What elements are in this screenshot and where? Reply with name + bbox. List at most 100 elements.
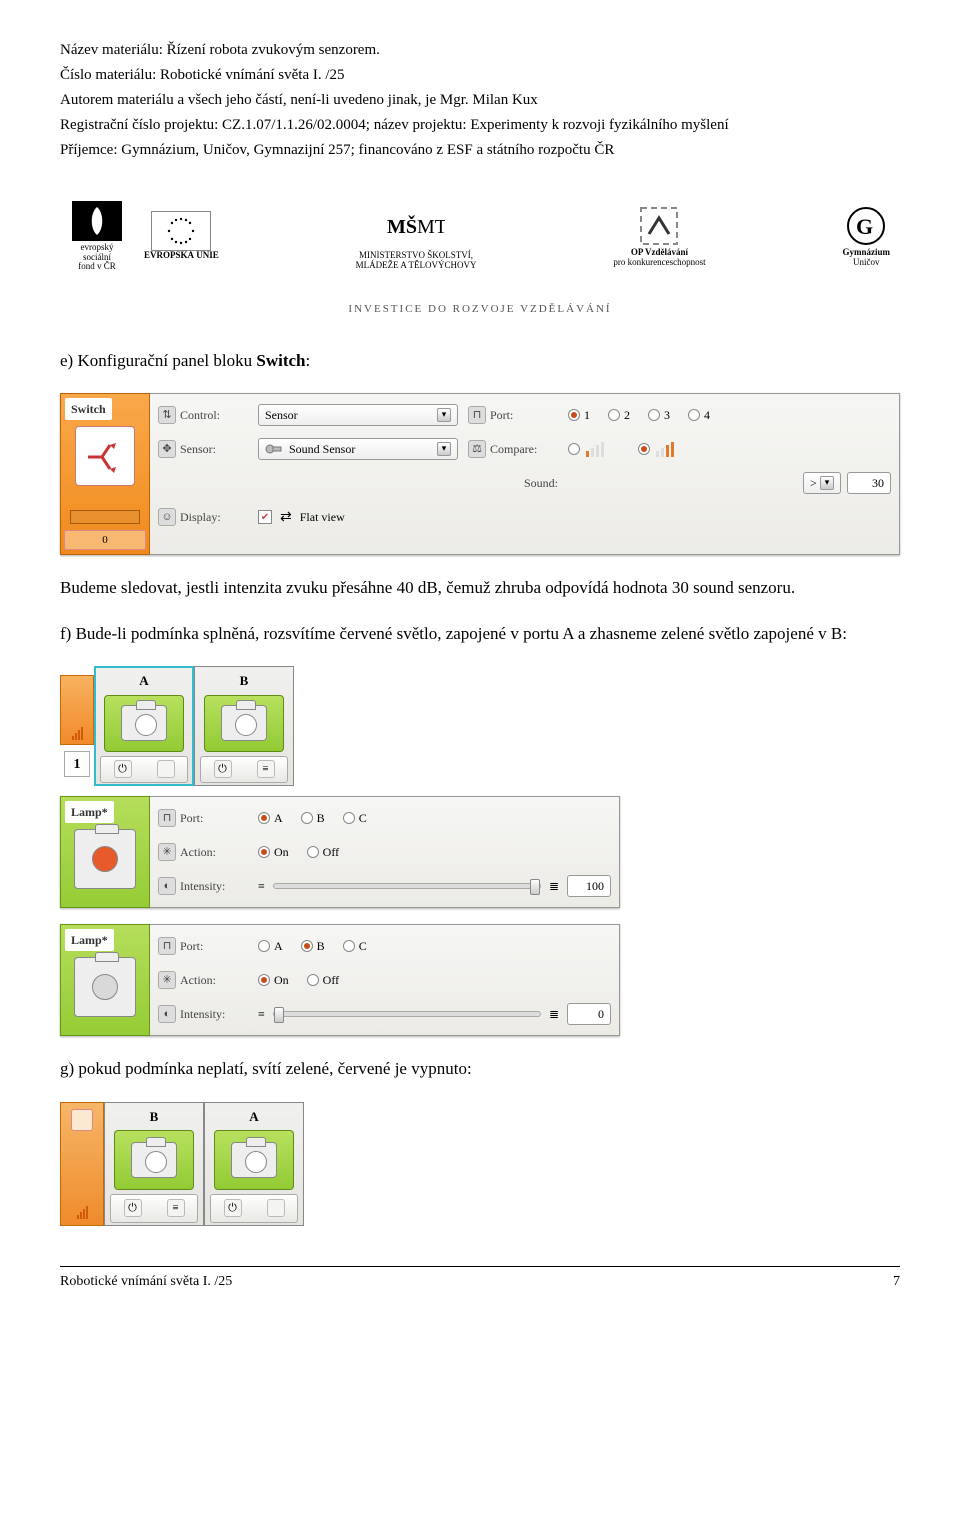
- sound-value-input[interactable]: 30: [847, 472, 891, 494]
- gym-text-2: Uničov: [853, 258, 880, 268]
- lamp-config-panel-1: Lamp* ⊓Port: A B C ✳Action: On Off ◐Inte…: [60, 796, 620, 908]
- intensity-low-icon: ≡: [258, 877, 265, 895]
- port-radio-3[interactable]: 3: [648, 406, 670, 424]
- power-icon: ⏻: [214, 760, 232, 778]
- port-label: ⊓Port:: [468, 406, 558, 424]
- svg-text:MT: MT: [417, 216, 445, 238]
- compare-left[interactable]: [568, 441, 608, 457]
- block-bottom-icons: ⏻: [100, 756, 188, 783]
- switch-icon: [75, 426, 135, 486]
- program-block-a[interactable]: A ⏻: [94, 666, 194, 786]
- lamp1-action-off[interactable]: Off: [307, 843, 339, 861]
- bars-low-icon: [584, 441, 608, 457]
- port-radio-4[interactable]: 4: [688, 406, 710, 424]
- lamp2-intensity-slider[interactable]: [273, 1011, 541, 1017]
- display-checkbox[interactable]: ✔: [258, 510, 272, 524]
- lamp2-action-off[interactable]: Off: [307, 971, 339, 989]
- port-icon: ⊓: [158, 937, 176, 955]
- chevron-down-icon: ▾: [437, 408, 451, 422]
- port-radio-1[interactable]: 1: [568, 406, 590, 424]
- bars-high-icon: [654, 441, 678, 457]
- flat-view-icon: ⇄: [280, 507, 292, 528]
- lamp-block-icon: [204, 695, 284, 752]
- switch-branch-tab: [60, 675, 94, 745]
- switch-left-value: 0: [64, 530, 146, 550]
- compare-right[interactable]: [638, 441, 678, 457]
- compare-icon: ⚖: [468, 440, 486, 458]
- program2-block-a[interactable]: A ⏻: [204, 1102, 304, 1226]
- lamp2-action-label: ✳Action:: [158, 971, 248, 989]
- lamp1-port-c[interactable]: C: [343, 809, 367, 827]
- logo-banner: evropský sociální fond v ČR E: [60, 181, 900, 291]
- lamp2-port-label: ⊓Port:: [158, 937, 248, 955]
- section-e-heading: e) Konfigurační panel bloku Switch:: [60, 348, 900, 374]
- material-title: Název materiálu: Řízení robota zvukovým …: [60, 40, 900, 61]
- lamp2-action-on[interactable]: On: [258, 971, 289, 989]
- op-text-2: pro konkurenceschopnost: [613, 258, 705, 268]
- lamp2-port-c[interactable]: C: [343, 937, 367, 955]
- lamp1-action-on[interactable]: On: [258, 843, 289, 861]
- lamp-block-icon: [214, 1130, 294, 1190]
- port-radio-2[interactable]: 2: [608, 406, 630, 424]
- lamp1-intensity-value[interactable]: 100: [567, 875, 611, 897]
- control-icon: ⇅: [158, 406, 176, 424]
- control-label: ⇅Control:: [158, 406, 248, 424]
- sensor-icon: ✥: [158, 440, 176, 458]
- switch-left-slider: [70, 510, 140, 524]
- intensity-low-icon: ≡: [258, 1005, 265, 1023]
- sound-label: Sound:: [468, 474, 558, 492]
- op-logo: OP Vzdělávání pro konkurenceschopnost: [613, 204, 705, 268]
- invest-text: INVESTICE DO ROZVOJE VZDĚLÁVÁNÍ: [60, 301, 900, 318]
- section-g-heading: g) pokud podmínka neplatí, svítí zelené,…: [60, 1056, 900, 1082]
- switch-config-panel: Switch 0 ⇅Control: Sensor▾ ⊓Port: 1 2 3 …: [60, 393, 900, 555]
- switch-title: Switch: [65, 398, 112, 420]
- lamp2-port-b[interactable]: B: [301, 937, 325, 955]
- eu-logo: EVROPSKÁ UNIE: [144, 211, 219, 261]
- action-icon: ✳: [158, 971, 176, 989]
- chevron-down-icon: ▾: [437, 442, 451, 456]
- esf-logo: evropský sociální fond v ČR: [70, 199, 124, 273]
- block-port-letter: A: [139, 671, 148, 691]
- branch-index: 1: [64, 751, 90, 777]
- author-line: Autorem materiálu a všech jeho částí, ne…: [60, 90, 900, 111]
- recipient-line: Příjemce: Gymnázium, Uničov, Gymnazijní …: [60, 140, 900, 161]
- lamp1-port-label: ⊓Port:: [158, 809, 248, 827]
- eu-text: EVROPSKÁ UNIE: [144, 251, 219, 261]
- lamp2-intensity-value[interactable]: 0: [567, 1003, 611, 1025]
- block-bottom-icons: ⏻≡: [200, 756, 288, 783]
- intensity-high-icon: ≣: [549, 877, 559, 895]
- action-icon: ✳: [158, 843, 176, 861]
- esf-text-1: evropský: [81, 242, 114, 252]
- lamp1-port-b[interactable]: B: [301, 809, 325, 827]
- chevron-down-icon: ▾: [820, 476, 834, 490]
- program-block-b[interactable]: B ⏻≡: [194, 666, 294, 786]
- footer-left: Robotické vnímání světa I. /25: [60, 1271, 232, 1292]
- tab-icon-top: [71, 1109, 93, 1131]
- power-icon: ⏻: [124, 1199, 142, 1217]
- gym-logo: G Gymnázium Uničov: [842, 204, 890, 268]
- lamp2-port-a[interactable]: A: [258, 937, 283, 955]
- port-icon: ⊓: [158, 809, 176, 827]
- program2-block-b[interactable]: B ⏻≡: [104, 1102, 204, 1226]
- intensity-icon: ◐: [158, 1005, 176, 1023]
- control-dropdown[interactable]: Sensor▾: [258, 404, 458, 426]
- switch-branch-tab-2: [60, 1102, 104, 1226]
- svg-text:MŠ: MŠ: [387, 214, 417, 238]
- block-port-letter: B: [150, 1107, 159, 1127]
- msmt-text-2: MLÁDEŽE A TĚLOVÝCHOVY: [356, 261, 477, 271]
- lamp1-intensity-slider[interactable]: [273, 883, 541, 889]
- lamp1-intensity-label: ◐Intensity:: [158, 877, 248, 895]
- program-canvas-2: B ⏻≡ A ⏻: [60, 1102, 420, 1226]
- lamp-icon: [74, 957, 136, 1017]
- compare-radio-group: [568, 441, 891, 457]
- lamp-config-panel-2: Lamp* ⊓Port: A B C ✳Action: On Off ◐Inte…: [60, 924, 620, 1036]
- sensor-dropdown[interactable]: Sound Sensor ▾: [258, 438, 458, 460]
- lamp1-port-a[interactable]: A: [258, 809, 283, 827]
- switch-panel-left: Switch 0: [60, 393, 150, 555]
- flat-view-label: Flat view: [300, 508, 345, 526]
- power-icon: ⏻: [114, 760, 132, 778]
- blank-icon: [267, 1199, 285, 1217]
- intensity-high-icon: ≣: [549, 1005, 559, 1023]
- lamp-icon: [74, 829, 136, 889]
- sound-op-dropdown[interactable]: >▾: [803, 472, 841, 494]
